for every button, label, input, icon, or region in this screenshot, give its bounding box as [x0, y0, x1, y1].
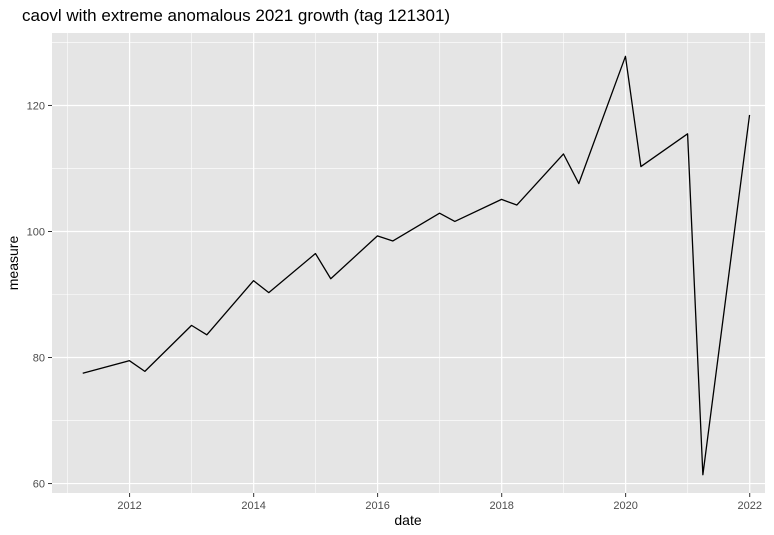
x-tick-label: 2016 [365, 500, 389, 512]
series-line [82, 55, 751, 476]
plot-panel [52, 33, 765, 493]
x-axis-title: date [394, 512, 421, 528]
series-layer [82, 55, 751, 476]
x-tick-label: 2014 [241, 500, 265, 512]
x-axis: 2012 2014 2016 2018 2020 2022 [117, 493, 762, 512]
y-tick-label: 80 [33, 353, 45, 365]
chart-title: caovl with extreme anomalous 2021 growth… [22, 6, 450, 25]
x-tick-label: 2012 [117, 500, 141, 512]
minor-grid [52, 33, 765, 493]
y-axis: 60 80 100 120 [27, 100, 52, 491]
x-tick-label: 2022 [737, 500, 761, 512]
y-tick-label: 60 [33, 479, 45, 491]
y-tick-label: 100 [27, 226, 45, 238]
x-tick-label: 2018 [489, 500, 513, 512]
y-tick-label: 120 [27, 100, 45, 112]
x-tick-label: 2020 [613, 500, 637, 512]
y-axis-title: measure [5, 236, 21, 291]
